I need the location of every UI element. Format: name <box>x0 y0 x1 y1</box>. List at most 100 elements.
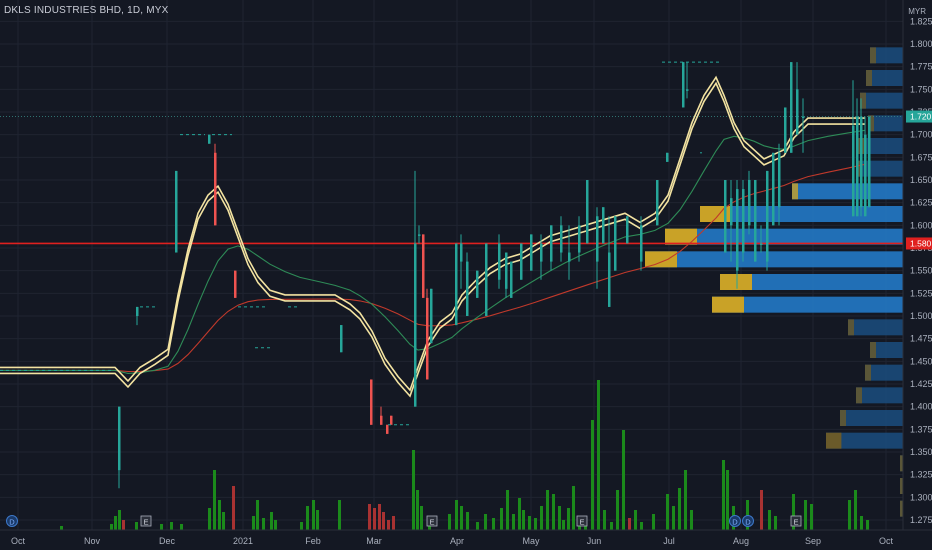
volume-profile-row-up <box>792 183 798 200</box>
candle-body-up <box>614 216 617 271</box>
volume-bar <box>466 512 469 530</box>
volume-bar <box>603 510 606 530</box>
event-marker-glyph: D <box>9 518 15 527</box>
volume-profile-row-up <box>856 387 862 404</box>
volume-bar <box>213 470 216 530</box>
volume-profile-row <box>870 47 903 64</box>
candle-body-up <box>784 107 787 153</box>
volume-profile-row-up <box>720 274 752 290</box>
volume-bar <box>558 506 561 530</box>
volume-bar <box>562 520 565 530</box>
volume-profile-row-up <box>665 228 697 245</box>
dividend-marker-icon[interactable]: D <box>742 515 754 527</box>
volume-bar <box>448 514 451 530</box>
earnings-marker-icon[interactable]: E <box>576 515 588 527</box>
volume-profile-row <box>645 251 903 268</box>
currency-label: MYR <box>908 7 926 16</box>
moving-average-green <box>0 129 866 374</box>
candle-body-up <box>852 125 855 217</box>
earnings-marker-icon[interactable]: E <box>140 515 152 527</box>
support-line-badge-text: 1.580 <box>910 238 932 248</box>
candle-body-up <box>498 243 501 280</box>
time-axis-panel <box>0 530 932 550</box>
volume-bar <box>848 500 851 530</box>
volume-bar <box>640 522 643 530</box>
volume-bar <box>114 516 117 530</box>
price-tick-label: 1.675 <box>910 152 932 162</box>
volume-bar <box>208 508 211 530</box>
price-tick-label: 1.825 <box>910 16 932 26</box>
volume-bar <box>160 524 163 530</box>
volume-bar <box>512 514 515 530</box>
candle-body-up <box>626 216 629 244</box>
candle-body-up <box>760 243 763 245</box>
volume-profile-row-up <box>712 296 744 313</box>
candle-body-down <box>426 297 429 380</box>
candle-body-up <box>748 180 751 226</box>
volume-bar <box>652 514 655 530</box>
volume-bar <box>270 512 273 530</box>
event-marker-glyph: E <box>579 518 584 527</box>
candle-body-up <box>790 62 793 153</box>
volume-profile-row <box>868 115 903 132</box>
price-tick-label: 1.300 <box>910 492 932 502</box>
candle-body-up <box>754 180 757 262</box>
volume-profile-row <box>860 92 903 109</box>
price-tick-label: 1.775 <box>910 62 932 72</box>
dividend-marker-icon[interactable]: D <box>6 515 18 527</box>
volume-bar <box>232 486 235 530</box>
volume-bar <box>860 516 863 530</box>
candle-body-up <box>802 116 805 119</box>
volume-bar <box>672 506 675 530</box>
candle-body-up <box>656 180 659 226</box>
volume-profile-row-up <box>870 342 876 358</box>
volume-bar <box>122 520 125 530</box>
time-tick-label: Mar <box>366 536 382 546</box>
price-tick-label: 1.350 <box>910 447 932 457</box>
candle-body-up <box>520 243 523 280</box>
candle-body-up <box>118 406 121 471</box>
candle-body-down <box>214 152 217 226</box>
volume-bar <box>572 486 575 530</box>
dividend-marker-icon[interactable]: D <box>729 515 741 527</box>
volume-bar <box>500 508 503 530</box>
price-tick-label: 1.425 <box>910 379 932 389</box>
volume-bar <box>726 470 729 530</box>
time-tick-label: Sep <box>805 536 821 546</box>
volume-bar <box>610 522 613 530</box>
volume-bar <box>492 518 495 530</box>
volume-profile-row <box>840 410 903 426</box>
volume-bar <box>252 516 255 530</box>
earnings-marker-icon[interactable]: E <box>426 515 438 527</box>
volume-profile-row <box>665 228 903 245</box>
volume-profile-row <box>712 296 903 313</box>
candle-body-up <box>414 243 417 407</box>
earnings-marker-icon[interactable]: E <box>790 515 802 527</box>
candle-body-up <box>560 225 563 253</box>
candle-body-up <box>856 116 859 217</box>
time-tick-label: 2021 <box>233 536 253 546</box>
candle-body-down <box>386 424 389 434</box>
candle-body-up <box>724 180 727 253</box>
volume-bar <box>597 380 600 530</box>
volume-bar <box>540 506 543 530</box>
support-line-badge <box>906 237 932 250</box>
candle-body-up <box>418 234 421 236</box>
candle-body-up <box>530 234 533 271</box>
volume-bar <box>518 498 521 530</box>
volume-bar <box>854 490 857 530</box>
volume-bar <box>552 494 555 530</box>
candle-body-up <box>796 89 799 135</box>
candle-body-up <box>596 216 599 262</box>
volume-bar <box>804 500 807 530</box>
volume-bar <box>382 512 385 530</box>
price-tick-label: 1.325 <box>910 470 932 480</box>
volume-bar <box>506 490 509 530</box>
candle-body-down <box>370 379 373 425</box>
volume-bar <box>368 504 371 530</box>
volume-profile-row-up <box>645 251 677 268</box>
volume-bar <box>387 520 390 530</box>
candle-body-up <box>772 152 775 226</box>
